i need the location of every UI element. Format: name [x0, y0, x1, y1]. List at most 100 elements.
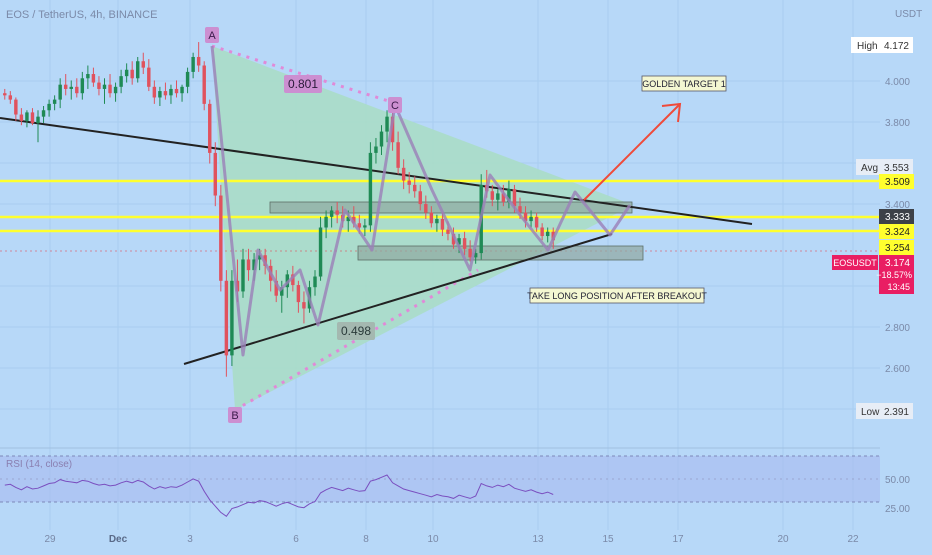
candle-body	[136, 61, 140, 79]
candle-body	[473, 253, 478, 258]
candle-body	[490, 191, 495, 200]
candle-countdown: 13:45	[887, 282, 910, 292]
ascending-trendline	[183, 233, 613, 365]
candle-body	[274, 280, 278, 296]
candle-body	[119, 76, 123, 87]
symbol-badge	[832, 255, 878, 270]
level-value-3333: 3.333	[885, 212, 910, 223]
x-tick-dec: Dec	[109, 534, 128, 545]
candle-body	[219, 195, 223, 281]
candle-body	[257, 255, 262, 260]
candle-body	[25, 112, 29, 121]
target-arrow	[583, 102, 682, 201]
ratio-bottom-badge	[337, 322, 375, 340]
candle-body	[152, 86, 157, 98]
candle-body	[224, 280, 229, 356]
candle-body	[346, 216, 350, 222]
time-axis[interactable]: 29 Dec 3 6 8 10 13 15 17 20 22	[44, 534, 859, 545]
candle-body	[363, 225, 367, 228]
price-axis[interactable]: USDT 4.000 3.800 3.400 2.800 2.600 High …	[832, 9, 922, 515]
x-tick-8: 8	[363, 534, 369, 545]
ratio-bottom-label: 0.498	[341, 324, 371, 338]
x-tick-17: 17	[672, 534, 684, 545]
candle-body	[191, 56, 195, 72]
candle-body	[8, 95, 13, 100]
candle-body	[80, 78, 85, 94]
level-value-3254: 3.254	[885, 243, 910, 254]
candle-body	[512, 189, 517, 207]
high-label: High	[857, 41, 878, 52]
candle-body	[324, 216, 328, 228]
level-badge-3333	[879, 209, 914, 224]
candle-body	[102, 84, 107, 89]
candle-body	[413, 184, 417, 192]
x-tick-10: 10	[427, 534, 439, 545]
candle-body	[91, 74, 96, 83]
candle-body	[52, 99, 57, 104]
candle-body	[468, 248, 472, 258]
avg-label: Avg	[861, 163, 878, 174]
candle-body	[462, 238, 467, 249]
y-tick-3800: 3.800	[885, 118, 910, 129]
x-tick-15: 15	[602, 534, 614, 545]
candle-body	[396, 142, 400, 168]
candle-body	[435, 218, 439, 224]
candle-body	[230, 280, 234, 356]
candle-body	[379, 131, 384, 147]
candle-body	[3, 93, 7, 96]
symbol-title: EOS / TetherUS, 4h, BINANCE	[6, 9, 157, 21]
candle-body	[496, 193, 500, 200]
high-value: 4.172	[884, 41, 909, 52]
candle-body	[113, 86, 118, 94]
candle-body	[169, 88, 173, 96]
candle-body	[280, 287, 284, 296]
point-c-label: C	[391, 100, 399, 112]
candle-body	[429, 212, 434, 224]
candle-body	[147, 67, 151, 87]
level-badge-3509	[879, 174, 914, 189]
candle-body	[75, 86, 79, 94]
candle-body	[357, 223, 362, 228]
candle-body	[545, 231, 550, 237]
long-note: TAKE LONG POSITION AFTER BREAKOUT	[527, 291, 707, 301]
candle-body	[124, 69, 129, 77]
candle-body	[457, 238, 461, 245]
candle-body	[202, 65, 206, 104]
candle-body	[58, 84, 62, 100]
x-tick-13: 13	[532, 534, 544, 545]
candle-body	[208, 103, 212, 153]
bd-dotted-line	[234, 268, 479, 412]
x-tick-3: 3	[187, 534, 193, 545]
x-tick-6: 6	[293, 534, 299, 545]
y-tick-4000: 4.000	[885, 77, 910, 88]
x-tick-20: 20	[777, 534, 789, 545]
candle-body	[97, 82, 101, 89]
level-value-3509: 3.509	[885, 177, 910, 188]
current-symbol: EOSUSDT	[833, 258, 877, 268]
resistance-zone	[269, 201, 633, 214]
candle-body	[185, 71, 190, 87]
candle-body	[196, 56, 201, 66]
level-badge-3324	[879, 224, 914, 239]
candle-body	[424, 204, 428, 213]
target-note-box	[641, 75, 727, 92]
candle-body	[407, 180, 411, 185]
y-tick-2600: 2.600	[885, 364, 910, 375]
descending-trendline	[0, 117, 753, 225]
rsi-tick-25: 25.00	[885, 504, 910, 515]
candle-body	[329, 210, 334, 217]
candle-body	[41, 110, 46, 117]
candle-body	[518, 206, 522, 213]
point-a-badge	[205, 27, 219, 43]
level-value-3324: 3.324	[885, 227, 910, 238]
y-tick-2800: 2.800	[885, 323, 910, 334]
point-c-badge	[388, 97, 402, 113]
rsi-title: RSI (14, close)	[6, 459, 72, 470]
candle-body	[141, 61, 145, 68]
candle-body	[86, 74, 90, 79]
x-tick-22: 22	[847, 534, 859, 545]
rsi-tick-50: 50.00	[885, 475, 910, 486]
candle-body	[313, 276, 317, 288]
